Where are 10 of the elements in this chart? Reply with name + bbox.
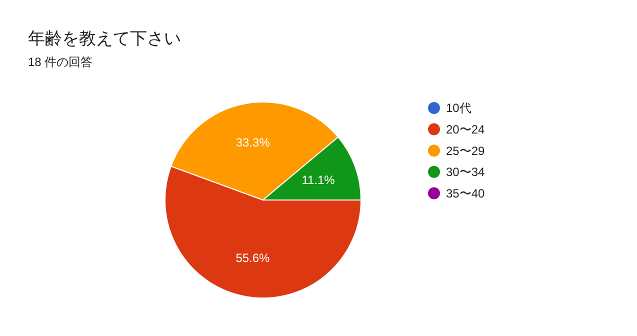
data-label: 11.1% — [302, 173, 336, 188]
data-label: 55.6% — [236, 251, 270, 266]
legend-label: 35〜40 — [446, 186, 486, 200]
data-label: 33.3% — [236, 135, 270, 150]
chart-title: 年齢を教えて下さい — [28, 29, 181, 48]
legend-label: 10代 — [446, 101, 472, 116]
legend-label: 20〜24 — [446, 122, 486, 136]
legend-label: 30〜34 — [446, 165, 486, 180]
text: 18 件の回答 — [28, 55, 93, 69]
legend-label: 25〜29 — [446, 144, 486, 158]
